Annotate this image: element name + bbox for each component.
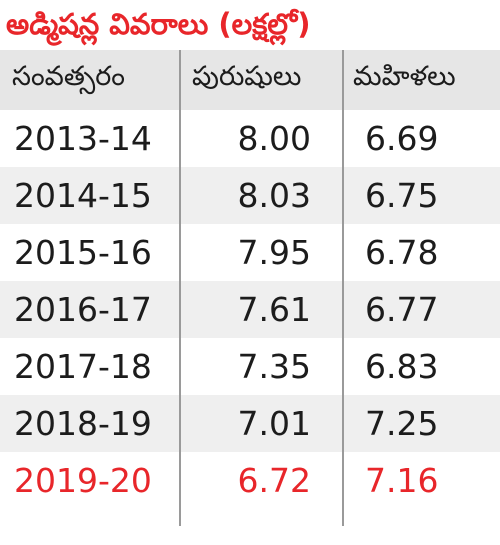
women-cell: 6.83 [365, 347, 439, 386]
women-cell: 6.69 [365, 119, 439, 158]
year-cell: 2015-16 [14, 233, 152, 272]
women-cell: 6.77 [365, 290, 439, 329]
table-row: 2017-18 7.35 6.83 [0, 338, 500, 395]
table-title: అడ్మిషన్ల వివరాలు (లక్షల్లో) [6, 7, 311, 41]
men-cell: 7.35 [237, 347, 311, 386]
men-cell: 6.72 [237, 461, 311, 500]
column-divider [342, 50, 344, 526]
header-men: పురుషులు [192, 61, 302, 92]
year-cell: 2019-20 [14, 461, 152, 500]
women-cell: 6.78 [365, 233, 439, 272]
header-year: సంవత్సరం [12, 61, 125, 92]
year-cell: 2014-15 [14, 176, 152, 215]
table-row: 2014-15 8.03 6.75 [0, 167, 500, 224]
men-cell: 8.00 [237, 119, 311, 158]
women-cell: 6.75 [365, 176, 439, 215]
header-women: మహిళలు [353, 61, 456, 92]
table-row: 2016-17 7.61 6.77 [0, 281, 500, 338]
women-cell: 7.16 [365, 461, 439, 500]
year-cell: 2016-17 [14, 290, 152, 329]
table-row: 2015-16 7.95 6.78 [0, 224, 500, 281]
men-cell: 7.61 [237, 290, 311, 329]
column-divider [179, 50, 181, 526]
men-cell: 7.95 [237, 233, 311, 272]
table-header-row: సంవత్సరం పురుషులు మహిళలు [0, 50, 500, 110]
women-cell: 7.25 [365, 404, 439, 443]
year-cell: 2013-14 [14, 119, 152, 158]
table-row-highlighted: 2019-20 6.72 7.16 [0, 452, 500, 509]
admissions-table: సంవత్సరం పురుషులు మహిళలు 2013-14 8.00 6.… [0, 50, 500, 509]
year-cell: 2018-19 [14, 404, 152, 443]
table-row: 2018-19 7.01 7.25 [0, 395, 500, 452]
men-cell: 7.01 [237, 404, 311, 443]
year-cell: 2017-18 [14, 347, 152, 386]
men-cell: 8.03 [237, 176, 311, 215]
table-row: 2013-14 8.00 6.69 [0, 110, 500, 167]
